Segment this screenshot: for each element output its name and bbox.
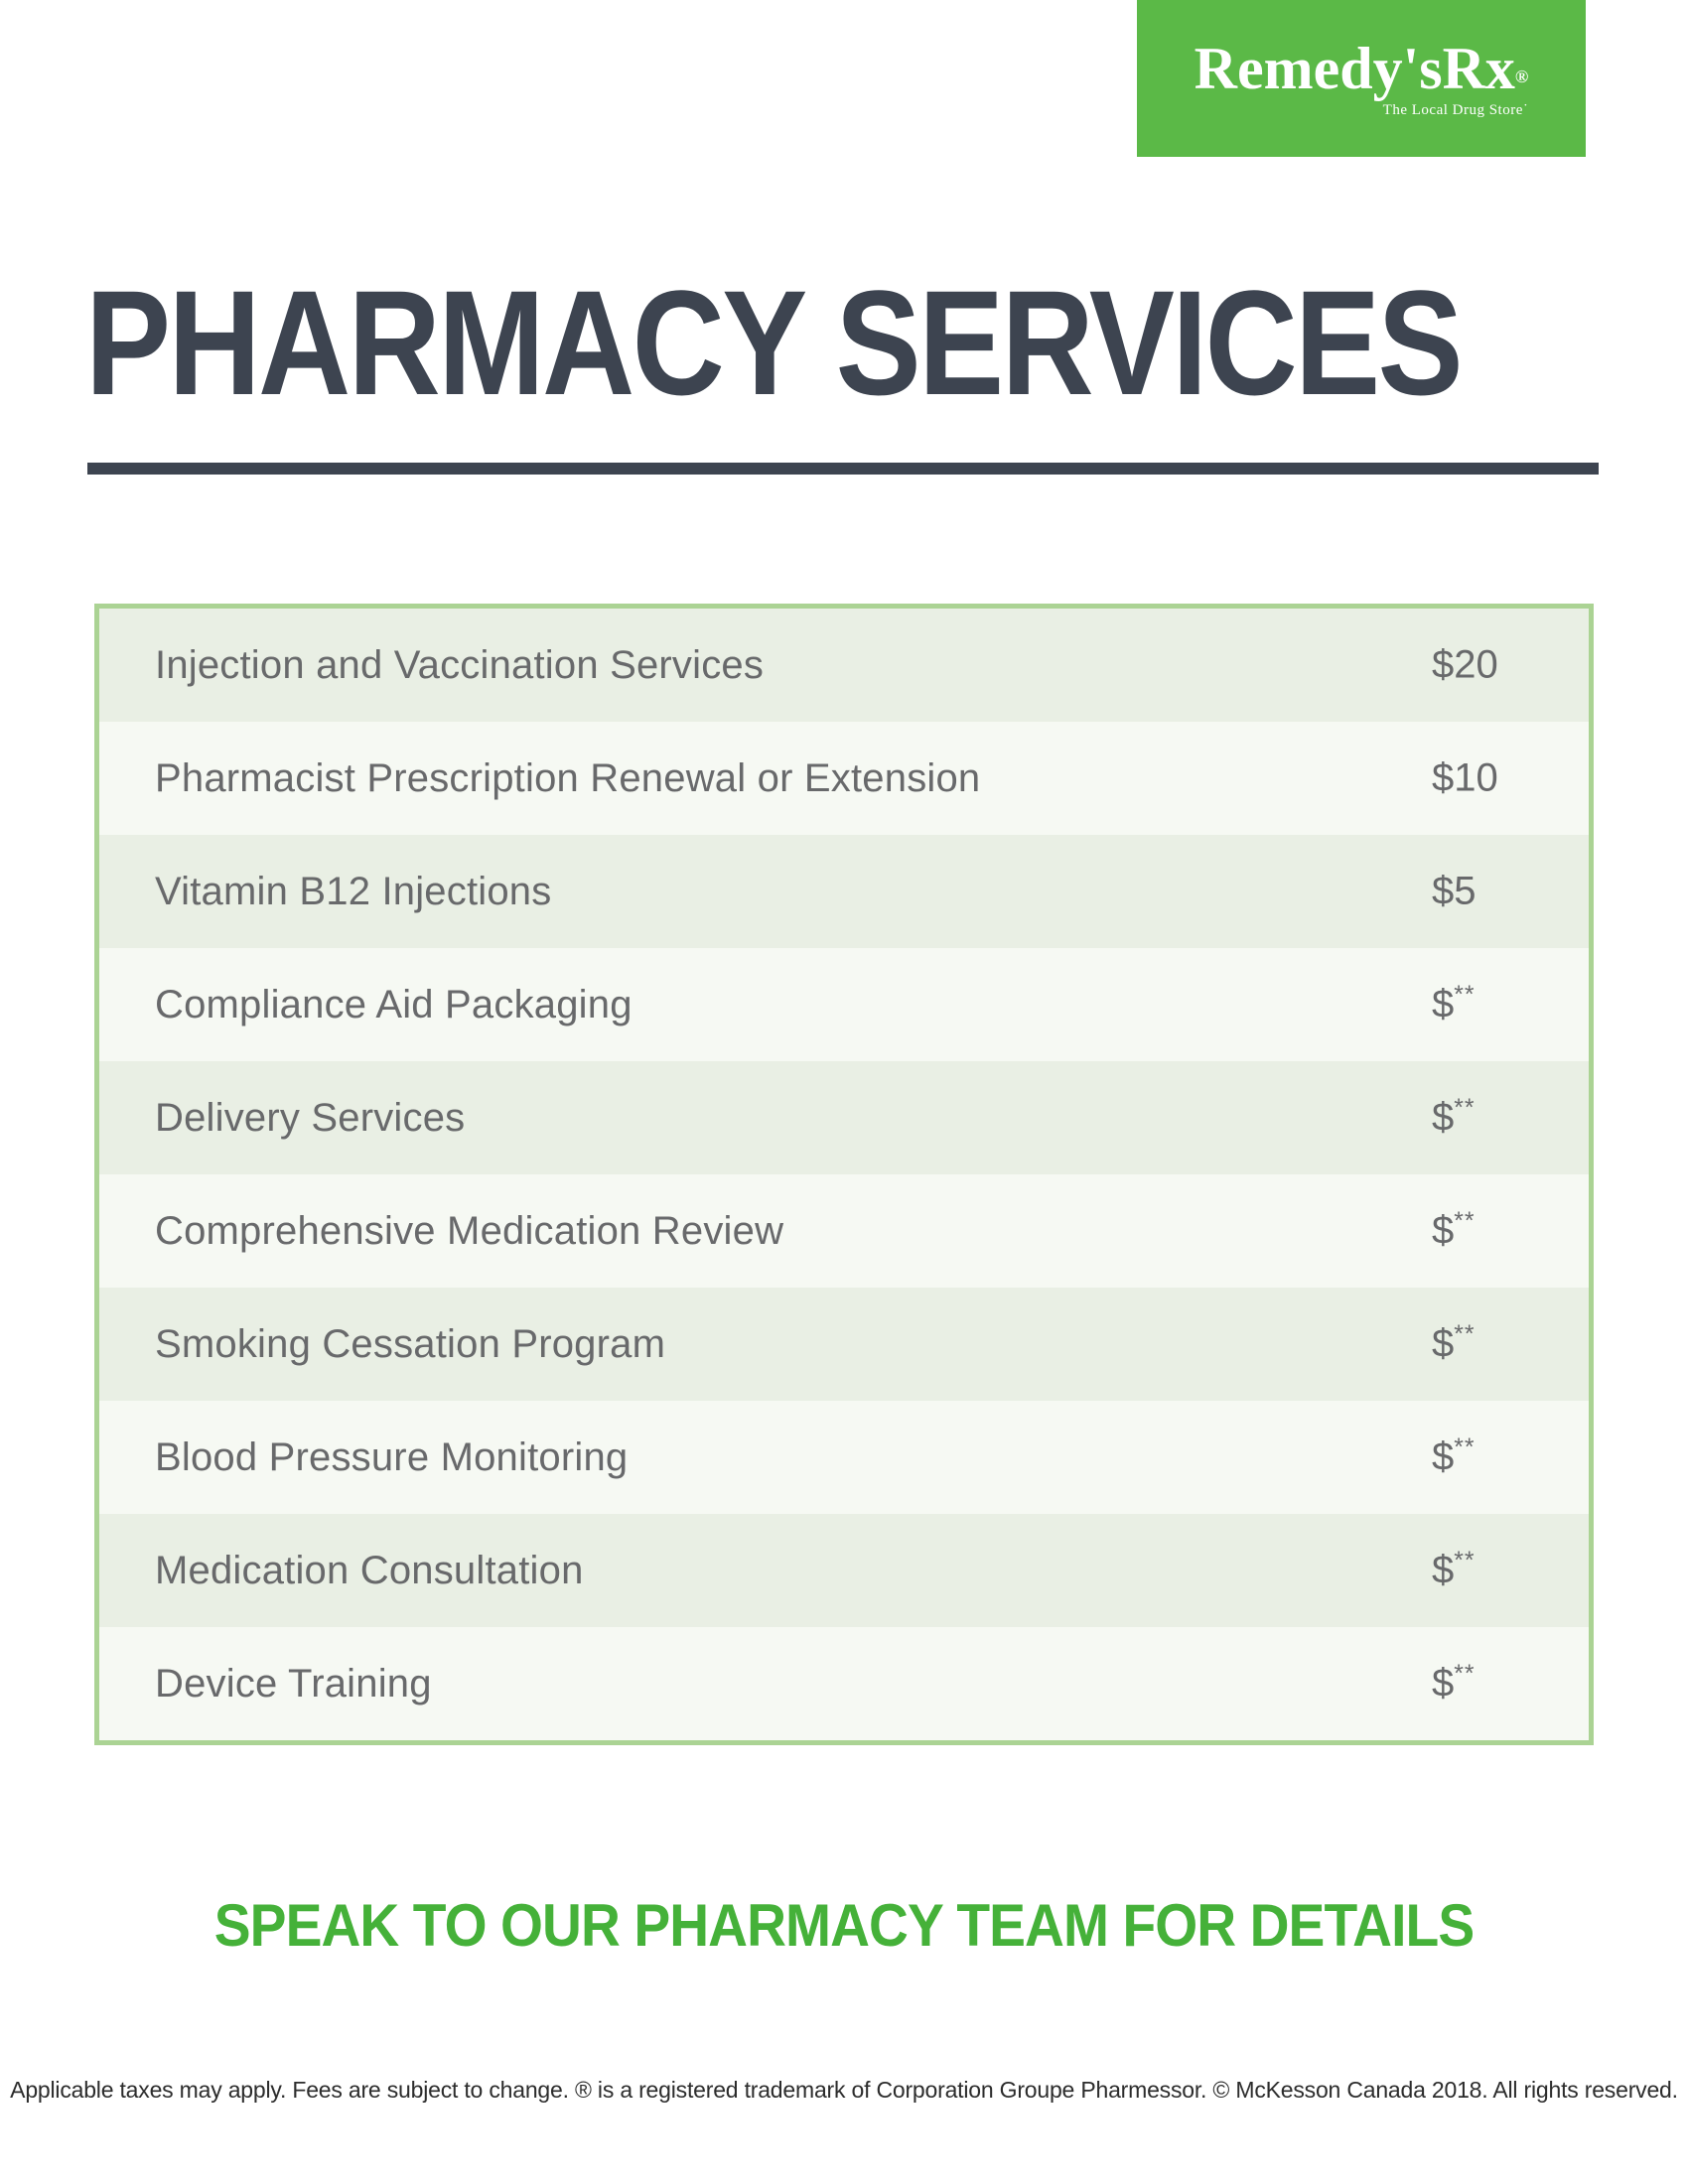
- table-row: Vitamin B12 Injections $5: [99, 835, 1589, 948]
- price-note: **: [1454, 1661, 1476, 1689]
- price-value: $: [1432, 982, 1455, 1026]
- table-row: Blood Pressure Monitoring $**: [99, 1401, 1589, 1514]
- page-title: PHARMACY SERVICES: [85, 259, 1464, 426]
- table-row: Device Training $**: [99, 1627, 1589, 1740]
- service-name: Pharmacist Prescription Renewal or Exten…: [155, 755, 981, 800]
- price-value: $10: [1432, 755, 1498, 800]
- table-row: Pharmacist Prescription Renewal or Exten…: [99, 722, 1589, 835]
- service-price: $**: [1432, 1321, 1549, 1366]
- price-value: $20: [1432, 642, 1498, 687]
- price-note: **: [1454, 1321, 1476, 1349]
- service-name: Medication Consultation: [155, 1548, 584, 1592]
- price-value: $: [1432, 1208, 1455, 1253]
- brand-name: Remedy'sRx®: [1195, 39, 1529, 98]
- table-row: Smoking Cessation Program $**: [99, 1288, 1589, 1401]
- service-name: Compliance Aid Packaging: [155, 982, 633, 1026]
- price-note: **: [1454, 982, 1476, 1010]
- service-name: Vitamin B12 Injections: [155, 869, 552, 913]
- service-price: $10: [1432, 755, 1549, 800]
- table-row: Injection and Vaccination Services $20: [99, 609, 1589, 722]
- price-note: **: [1454, 1095, 1476, 1123]
- service-price: $**: [1432, 982, 1549, 1026]
- service-price: $**: [1432, 1208, 1549, 1253]
- service-name: Comprehensive Medication Review: [155, 1208, 784, 1253]
- price-value: $5: [1432, 869, 1477, 913]
- service-price: $5: [1432, 869, 1549, 913]
- service-price: $**: [1432, 1661, 1549, 1706]
- service-name: Device Training: [155, 1661, 432, 1706]
- price-note: **: [1454, 1208, 1476, 1236]
- price-value: $: [1432, 1095, 1455, 1140]
- table-row: Medication Consultation $**: [99, 1514, 1589, 1627]
- price-value: $: [1432, 1321, 1455, 1366]
- legal-footer: Applicable taxes may apply. Fees are sub…: [10, 2077, 1678, 2103]
- price-note: **: [1454, 1548, 1476, 1575]
- services-table: Injection and Vaccination Services $20 P…: [94, 604, 1594, 1745]
- price-value: $: [1432, 1548, 1455, 1592]
- brand-text: Remedy'sRx: [1194, 35, 1515, 101]
- cta-text: SPEAK TO OUR PHARMACY TEAM FOR DETAILS: [213, 1892, 1475, 1959]
- title-underline: [87, 463, 1599, 475]
- price-value: $: [1432, 1434, 1455, 1479]
- price-note: **: [1454, 1434, 1476, 1462]
- service-price: $**: [1432, 1095, 1549, 1140]
- brand-tagline: The Local Drug Store˙: [1382, 101, 1529, 118]
- logo-inner: Remedy'sRx® The Local Drug Store˙: [1195, 39, 1529, 119]
- registered-mark: ®: [1514, 66, 1529, 86]
- table-row: Compliance Aid Packaging $**: [99, 948, 1589, 1061]
- service-price: $20: [1432, 642, 1549, 687]
- service-name: Injection and Vaccination Services: [155, 642, 765, 687]
- service-price: $**: [1432, 1548, 1549, 1592]
- service-name: Smoking Cessation Program: [155, 1321, 666, 1366]
- price-value: $: [1432, 1661, 1455, 1706]
- service-name: Blood Pressure Monitoring: [155, 1434, 629, 1479]
- service-name: Delivery Services: [155, 1095, 466, 1140]
- table-row: Comprehensive Medication Review $**: [99, 1174, 1589, 1288]
- table-row: Delivery Services $**: [99, 1061, 1589, 1174]
- service-price: $**: [1432, 1434, 1549, 1479]
- remedysrx-logo: Remedy'sRx® The Local Drug Store˙: [1137, 0, 1586, 157]
